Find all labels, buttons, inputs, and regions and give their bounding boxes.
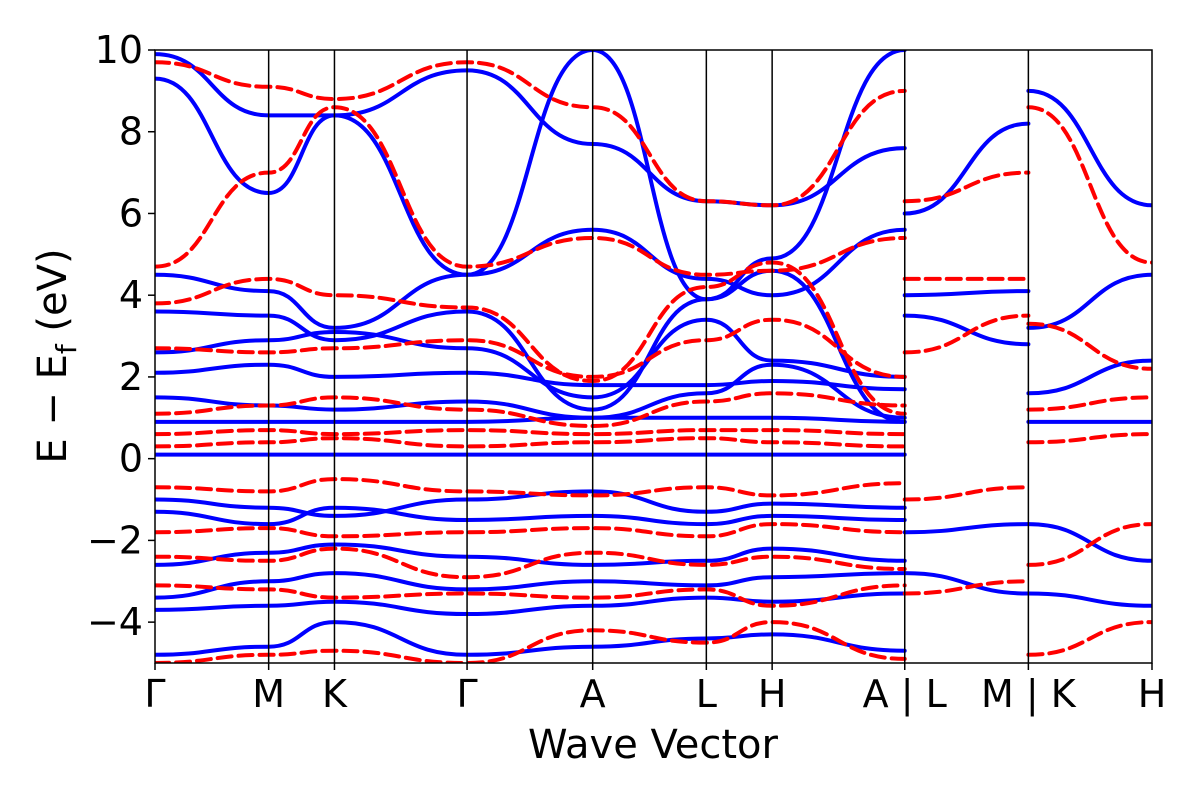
k-point-dividers [267,50,1030,663]
y-axis-title-unit: (eV) [30,248,76,344]
dashed-band-19 [1026,395,1152,412]
x-tick-label-0: Γ [144,672,165,716]
y-tick-label-3: 4 [119,273,143,317]
plot-frame [154,49,1153,664]
y-tick-label-5: 0 [119,437,143,481]
dashed-band-8 [155,522,907,539]
x-tick-label-5: L [696,672,717,716]
solid-band-14 [155,620,907,657]
y-tick-label-4: 2 [119,355,143,399]
y-tick-label-0: 10 [95,28,143,72]
solid-band-9 [155,489,907,518]
x-axis-title: Wave Vector [528,722,779,768]
solid-band-16 [902,289,1031,298]
solid-band-20 [1026,88,1152,208]
x-tick-label-4: A [580,672,606,716]
x-tick-label-2: K [322,672,348,716]
dashed-band-14 [902,313,1031,355]
solid-band-8 [155,52,907,208]
y-tick-label-6: −2 [87,518,143,562]
x-tick-label-3: Γ [456,672,477,716]
solid-band-17 [902,121,1031,216]
x-tick-label-9: H [1138,672,1167,716]
x-tick-label-8: M | K [981,672,1077,717]
solid-band-24 [1026,591,1152,608]
dashed-band-9 [155,546,907,580]
dashed-band-1 [155,428,907,437]
y-tick-label-2: 6 [119,191,143,235]
dashed-band-20 [1026,522,1152,567]
dashed-band-11 [155,620,907,663]
y-axis-ticks: 10 8 6 4 2 0 −2 −4 [87,28,155,644]
solid-band-22 [1026,272,1152,330]
x-tick-label-1: M [252,672,285,716]
y-tick-label-1: 8 [119,110,143,154]
dashed-band-0 [155,436,907,449]
y-axis-title-main: E − E [30,354,76,464]
solid-band-21 [1026,358,1152,396]
y-axis-title: E − Ef (eV) [30,248,83,463]
dashed-band-7 [155,477,907,498]
solid-band-12 [155,571,907,600]
solid-band-15 [902,313,1031,347]
dashed-band-12 [902,170,1031,204]
dashed-band-6 [155,60,907,208]
dashed-band-21 [1026,620,1152,657]
bands-layer [155,50,1152,663]
dashed-band-15 [902,485,1031,502]
y-tick-label-7: −4 [87,600,143,644]
solid-band-10 [155,505,907,527]
dashed-band-16 [902,579,1031,596]
x-tick-label-6: H [758,672,787,716]
solid-band-19 [902,522,1031,535]
dashed-band-18 [1026,321,1152,371]
solid-band-5 [155,268,907,424]
solid-band-3 [155,362,907,392]
y-axis-title-sub: f [50,343,83,354]
dashed-band-4 [155,260,907,416]
x-tick-label-7: A | L [863,672,947,717]
solid-band-13 [155,591,907,616]
solid-band-18 [902,571,1031,596]
dashed-band-17 [1026,105,1152,265]
dashed-band-22 [1026,432,1152,445]
